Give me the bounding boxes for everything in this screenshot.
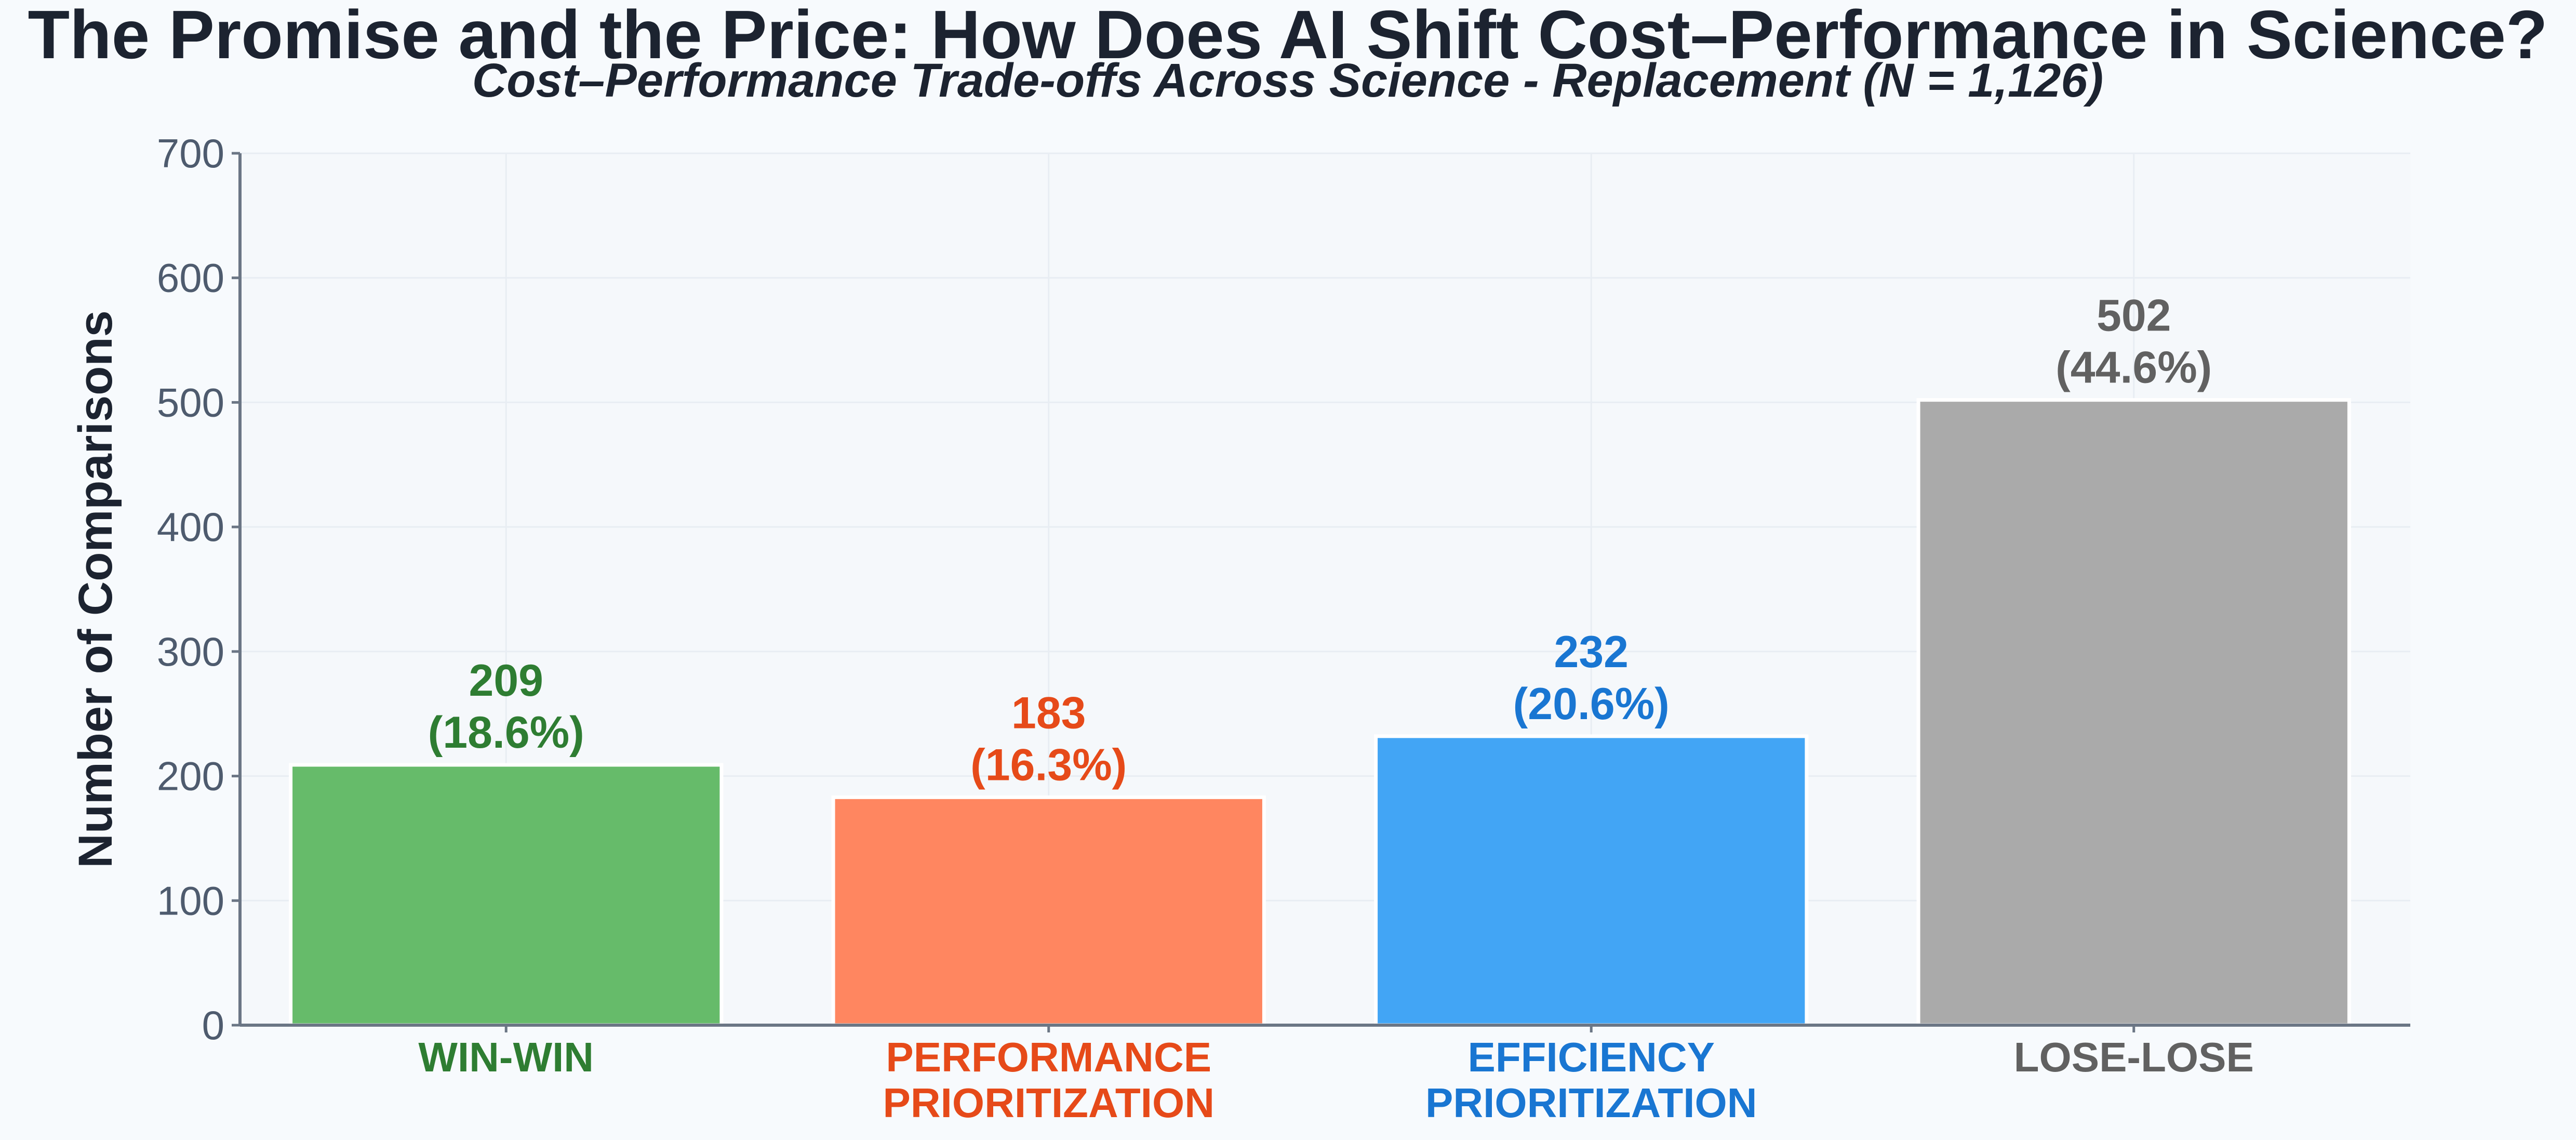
bar-count-label: 502 xyxy=(2097,291,2171,341)
x-tick-label: WIN-WIN xyxy=(418,1034,594,1080)
data-labels: 209(18.6%) 183(16.3%) 232(20.6%) 502(44.6%) xyxy=(428,291,2212,790)
bar xyxy=(289,763,724,1027)
x-tick-label: LOSE-LOSE xyxy=(2014,1034,2254,1080)
y-tick-label: 600 xyxy=(157,255,224,301)
bar-count-label: 209 xyxy=(469,656,544,706)
x-axis-ticks: WIN-WIN PERFORMANCEPRIORITIZATIONEFFICIEN… xyxy=(418,1025,2254,1126)
chart-title: The Promise and the Price: How Does AI S… xyxy=(28,0,2548,73)
bars xyxy=(289,398,2351,1027)
y-tick-label: 300 xyxy=(157,629,224,674)
y-tick-label: 500 xyxy=(157,379,224,425)
bar xyxy=(1374,734,1809,1027)
bar-percent-label: (20.6%) xyxy=(1513,679,1670,729)
bar xyxy=(1916,398,2351,1027)
bar xyxy=(831,795,1266,1027)
y-axis-label: Number of Comparisons xyxy=(69,310,122,868)
x-tick-label: EFFICIENCY xyxy=(1467,1034,1715,1080)
bar-count-label: 232 xyxy=(1554,627,1629,677)
y-tick-label: 0 xyxy=(202,1002,224,1048)
bar-percent-label: (44.6%) xyxy=(2056,343,2212,393)
y-tick-label: 700 xyxy=(157,130,224,176)
y-axis-ticks: 0 100 200 300 400 500 600 700 xyxy=(157,130,240,1048)
chart-subtitle: Cost–Performance Trade-offs Across Scien… xyxy=(472,54,2103,107)
bar-percent-label: (18.6%) xyxy=(428,708,584,758)
y-tick-label: 400 xyxy=(157,504,224,550)
y-tick-label: 200 xyxy=(157,753,224,799)
x-tick-label: PERFORMANCE xyxy=(886,1034,1211,1080)
x-tick-label: PRIORITIZATION xyxy=(1425,1080,1757,1126)
bar-count-label: 183 xyxy=(1011,688,1086,738)
y-tick-label: 100 xyxy=(157,878,224,923)
x-tick-label: PRIORITIZATION xyxy=(883,1080,1214,1126)
bar-percent-label: (16.3%) xyxy=(970,740,1127,790)
